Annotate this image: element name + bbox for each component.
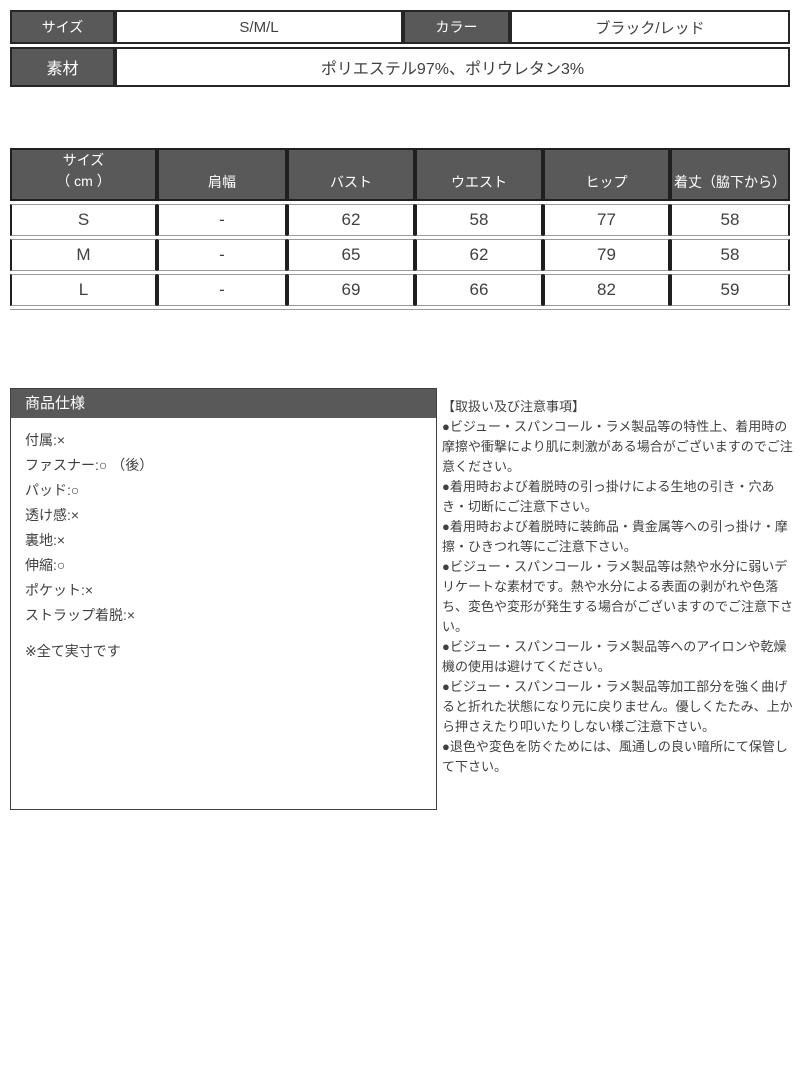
- table-row-size-s: S - 62 58 77 58: [10, 204, 790, 236]
- care-note-bullet: ●ビジュー・スパンコール・ラメ製品等へのアイロンや乾燥機の使用は避けてください。: [442, 639, 787, 674]
- data-cell: M: [10, 239, 157, 271]
- data-cell: 58: [670, 204, 790, 236]
- data-cell: 58: [415, 204, 543, 236]
- list-item: 付属:×: [25, 432, 66, 448]
- list-item: 伸縮:○: [25, 557, 66, 573]
- data-cell: 58: [670, 239, 790, 271]
- data-cell: 65: [287, 239, 415, 271]
- data-cell: 62: [287, 204, 415, 236]
- table-row: サイズ S/M/L カラー ブラック/レッド: [10, 10, 790, 44]
- data-cell: 79: [543, 239, 670, 271]
- size-value-cell: S/M/L: [115, 10, 403, 44]
- list-item: 裏地:×: [25, 532, 66, 548]
- data-cell: S: [10, 204, 157, 236]
- care-note-bullet: ●ビジュー・スパンコール・ラメ製品等の特性上、着用時の摩擦や衝撃により肌に刺激が…: [442, 419, 793, 474]
- header-cell-hip: ヒップ: [543, 148, 670, 201]
- data-cell: 59: [670, 274, 790, 306]
- product-spec-title: 商品仕様: [11, 389, 436, 418]
- list-item: ファスナー:○ （後）: [25, 457, 154, 473]
- material-label-cell: 素材: [10, 47, 115, 87]
- data-cell: 62: [415, 239, 543, 271]
- size-header-line1: サイズ: [62, 152, 105, 168]
- size-header-line2: （ cm ）: [56, 173, 111, 189]
- care-note-bullet: ●着用時および着脱時の引っ掛けによる生地の引き・穴あき・切断にご注意下さい。: [442, 479, 775, 514]
- list-item: ポケット:×: [25, 582, 94, 598]
- data-cell: 82: [543, 274, 670, 306]
- data-cell: 77: [543, 204, 670, 236]
- data-cell: -: [157, 274, 287, 306]
- material-value-cell: ポリエステル97%、ポリウレタン3%: [115, 47, 790, 87]
- list-item: パッド:○: [25, 482, 80, 498]
- data-cell: 66: [415, 274, 543, 306]
- care-notes-title: 【取扱い及び注意事項】: [442, 399, 586, 414]
- header-cell-length: 着丈（脇下から）: [670, 148, 790, 201]
- size-chart-table: サイズ （ cm ） 肩幅 バスト ウエスト ヒップ 着丈（脇下から） S - …: [10, 145, 790, 310]
- care-note-bullet: ●退色や変色を防ぐためには、風通しの良い暗所にて保管して下さい。: [442, 739, 788, 774]
- care-notes-section: 【取扱い及び注意事項】 ●ビジュー・スパンコール・ラメ製品等の特性上、着用時の摩…: [442, 397, 798, 777]
- list-item: ストラップ着脱:×: [25, 607, 136, 623]
- data-cell: -: [157, 239, 287, 271]
- measurement-note: ※全て実寸です: [25, 643, 121, 659]
- color-label-cell: カラー: [403, 10, 510, 44]
- header-cell-waist: ウエスト: [415, 148, 543, 201]
- list-item: 透け感:×: [25, 507, 80, 523]
- color-value-cell: ブラック/レッド: [510, 10, 790, 44]
- data-cell: -: [157, 204, 287, 236]
- table-row: 素材 ポリエステル97%、ポリウレタン3%: [10, 47, 790, 87]
- header-cell-bust: バスト: [287, 148, 415, 201]
- care-note-bullet: ●着用時および着脱時に装飾品・貴金属等への引っ掛け・摩擦・ひきつれ等にご注意下さ…: [442, 519, 788, 554]
- care-note-bullet: ●ビジュー・スパンコール・ラメ製品等加工部分を強く曲げると折れた状態になり元に戻…: [442, 679, 793, 734]
- data-cell: L: [10, 274, 157, 306]
- header-cell-shoulder: 肩幅: [157, 148, 287, 201]
- product-spec-list: 付属:× ファスナー:○ （後） パッド:○ 透け感:× 裏地:× 伸縮:○ ポ…: [11, 418, 436, 628]
- data-cell: 69: [287, 274, 415, 306]
- spec-summary-table: サイズ S/M/L カラー ブラック/レッド 素材 ポリエステル97%、ポリウレ…: [10, 7, 790, 90]
- care-note-bullet: ●ビジュー・スパンコール・ラメ製品等は熱や水分に弱いデリケートな素材です。熱や水…: [442, 559, 794, 634]
- table-row-size-m: M - 65 62 79 58: [10, 239, 790, 271]
- size-chart-header-row: サイズ （ cm ） 肩幅 バスト ウエスト ヒップ 着丈（脇下から）: [10, 148, 790, 201]
- table-row-size-l: L - 69 66 82 59: [10, 274, 790, 306]
- product-spec-box: 商品仕様 付属:× ファスナー:○ （後） パッド:○ 透け感:× 裏地:× 伸…: [10, 388, 437, 810]
- header-cell-size-cm: サイズ （ cm ）: [10, 148, 157, 201]
- size-label-cell: サイズ: [10, 10, 115, 44]
